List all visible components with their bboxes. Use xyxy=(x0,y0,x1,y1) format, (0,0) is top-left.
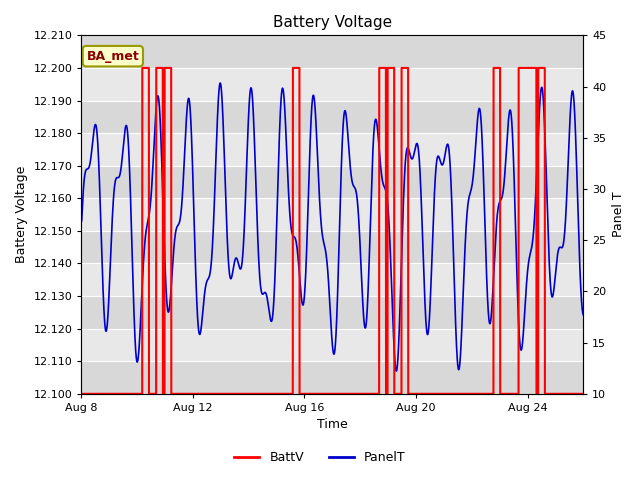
Title: Battery Voltage: Battery Voltage xyxy=(273,15,392,30)
Bar xyxy=(81,133,583,166)
Bar xyxy=(81,361,583,394)
Y-axis label: Panel T: Panel T xyxy=(612,192,625,238)
Bar xyxy=(81,68,583,100)
Bar xyxy=(81,166,583,198)
Bar xyxy=(81,231,583,264)
Y-axis label: Battery Voltage: Battery Voltage xyxy=(15,166,28,263)
Legend: BattV, PanelT: BattV, PanelT xyxy=(229,446,411,469)
Bar xyxy=(81,329,583,361)
X-axis label: Time: Time xyxy=(317,419,348,432)
Text: BA_met: BA_met xyxy=(86,49,140,63)
Bar xyxy=(81,198,583,231)
Bar xyxy=(81,296,583,329)
Bar xyxy=(81,36,583,68)
Bar xyxy=(81,100,583,133)
Bar xyxy=(81,264,583,296)
